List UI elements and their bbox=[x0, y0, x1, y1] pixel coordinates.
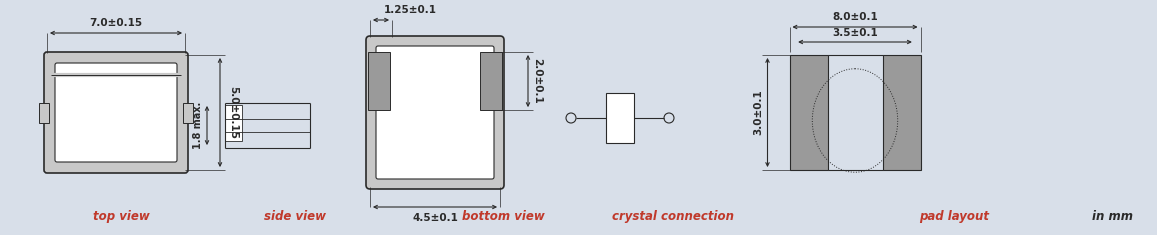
Text: side view: side view bbox=[264, 210, 326, 223]
Text: pad layout: pad layout bbox=[919, 210, 989, 223]
Text: top view: top view bbox=[93, 210, 149, 223]
FancyBboxPatch shape bbox=[44, 52, 187, 173]
Text: 1.8 max.: 1.8 max. bbox=[193, 102, 202, 149]
Text: 1.25±0.1: 1.25±0.1 bbox=[383, 5, 436, 15]
Text: 4.5±0.1: 4.5±0.1 bbox=[412, 213, 458, 223]
Text: crystal connection: crystal connection bbox=[612, 210, 734, 223]
Bar bbox=[39, 102, 49, 122]
Text: bottom view: bottom view bbox=[462, 210, 545, 223]
Text: 2.0±0.1: 2.0±0.1 bbox=[532, 58, 541, 104]
Text: 8.0±0.1: 8.0±0.1 bbox=[832, 12, 878, 22]
Bar bbox=[789, 55, 827, 170]
Text: 7.0±0.15: 7.0±0.15 bbox=[89, 18, 142, 28]
FancyBboxPatch shape bbox=[376, 46, 494, 179]
Bar bbox=[480, 52, 502, 110]
Bar bbox=[606, 93, 634, 143]
Text: in mm: in mm bbox=[1092, 210, 1134, 223]
Text: 3.0±0.1: 3.0±0.1 bbox=[753, 90, 764, 135]
Bar bbox=[224, 105, 242, 141]
Text: 5.0±0.15: 5.0±0.15 bbox=[228, 86, 238, 139]
Bar bbox=[368, 52, 390, 110]
FancyBboxPatch shape bbox=[366, 36, 504, 189]
FancyBboxPatch shape bbox=[56, 63, 177, 162]
Text: 3.5±0.1: 3.5±0.1 bbox=[832, 28, 878, 38]
Bar bbox=[883, 55, 921, 170]
Bar bbox=[183, 102, 193, 122]
